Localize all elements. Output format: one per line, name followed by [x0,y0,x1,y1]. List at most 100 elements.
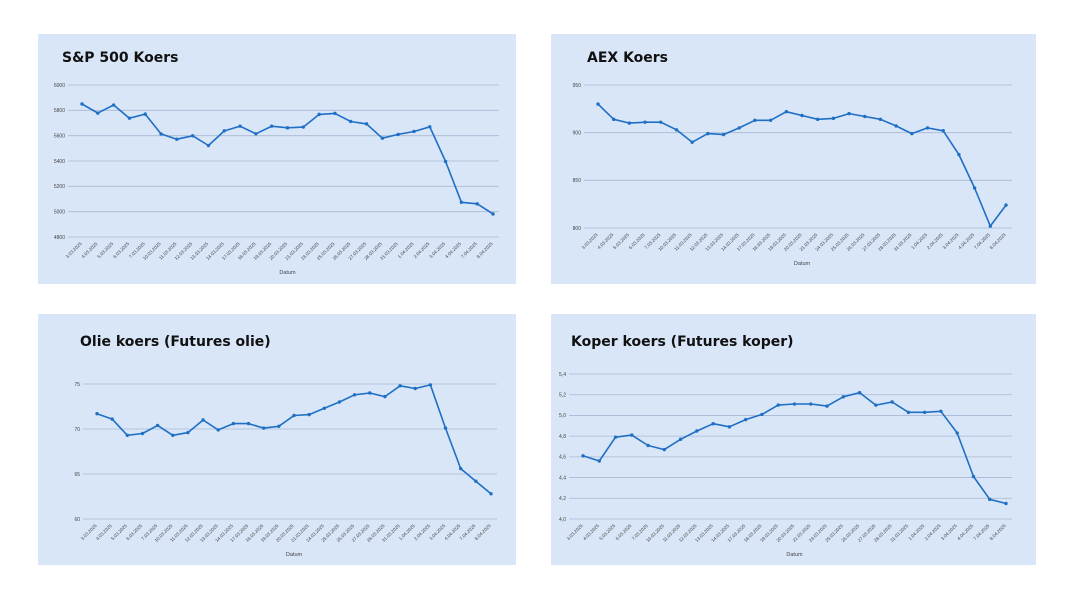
y-tick-label: 75 [74,382,80,388]
data-point [792,402,797,406]
data-point [581,454,585,458]
data-point [396,132,400,137]
x-tick-label: 4.04.2025 [956,523,974,541]
data-point [428,383,433,387]
data-point [216,428,220,432]
data-point [706,131,710,136]
data-point [674,128,679,132]
data-point [988,224,993,228]
data-point [140,431,145,436]
chart-panel-sp500: S&P 500 Koers 4800 5000 5200 5400 5600 5800 60… [38,34,516,284]
data-point [368,391,372,395]
data-point [171,433,175,437]
data-point [246,421,251,426]
data-point [988,497,992,502]
data-point [847,111,851,116]
data-point [285,126,290,130]
chart-plot: 48005000520054005600580060003.03.20254.0… [54,83,499,276]
chart-title: S&P 500 Koers [62,50,179,66]
x-tick-label: 5.03.2025 [598,523,616,541]
chart-title: AEX Koers [587,50,669,66]
data-point [815,117,820,122]
x-axis-label: Datum [786,552,803,558]
y-tick-label: 5600 [54,133,65,139]
data-point [413,386,417,391]
data-point [95,412,99,416]
data-point [269,124,274,128]
data-point [825,404,829,408]
data-point [349,119,353,124]
data-point [201,418,205,422]
data-point [971,474,976,479]
data-point [352,393,357,397]
data-point [155,423,160,428]
y-tick-label: 5,2 [559,393,566,399]
data-point [659,120,663,124]
data-point [443,426,448,430]
y-tick-label: 4,8 [559,434,566,440]
y-tick-label: 5800 [54,108,65,114]
x-tick-label: 7.04.2025 [972,523,990,541]
data-point [428,125,432,129]
data-point [96,111,100,115]
data-point [175,137,179,141]
data-point [489,492,493,496]
data-point [110,417,114,421]
data-point [613,435,618,439]
y-tick-label: 65 [74,472,80,478]
y-tick-label: 6000 [54,83,65,89]
data-point [222,129,226,133]
data-point [491,212,495,216]
data-point [894,124,898,128]
chart-plot: 606570753.03.20254.03.20255.03.20256.03.… [74,382,497,558]
data-point [743,417,748,422]
data-point [890,400,894,404]
data-point [863,114,867,119]
y-tick-label: 70 [74,427,80,433]
chart-panel-olie: Olie koers (Futures olie) 60 65 70 75 3.03.2… [38,314,516,565]
y-tick-label: 850 [573,178,582,184]
data-point [630,433,634,437]
data-point [800,113,804,118]
data-point [831,116,836,121]
data-point [874,403,878,407]
data-point [1004,501,1008,506]
data-point [711,422,715,426]
data-point [972,186,977,190]
data-point [1004,203,1008,207]
data-point [412,129,416,134]
x-tick-label: 8.04.2025 [474,523,492,541]
data-point [910,131,914,136]
y-tick-label: 5000 [54,209,65,215]
data-point [459,200,464,204]
data-point [597,459,601,463]
data-point [611,117,616,122]
data-point [922,410,927,415]
data-point [695,429,699,433]
chart-panel-koper: Koper koers (Futures koper) 4,0 4,2 4,4 4,6… [551,314,1036,565]
data-point [776,403,780,407]
data-point [383,394,387,399]
y-tick-label: 5400 [54,159,65,165]
data-point [143,112,147,116]
y-tick-label: 5,0 [559,413,566,419]
data-point [662,447,667,452]
series-line [81,103,494,215]
y-tick-label: 5200 [54,184,65,190]
y-tick-label: 4800 [54,235,65,241]
data-point [443,159,448,164]
y-tick-label: 4,6 [559,455,566,461]
data-point [957,152,961,157]
x-tick-label: 3.04.2025 [940,523,958,541]
data-point [458,466,463,471]
x-tick-label: 1.04.2025 [907,523,925,541]
data-point [186,430,190,435]
data-point [955,431,959,435]
data-point [317,112,321,117]
data-point [111,103,116,107]
data-point [307,412,311,417]
data-point [231,421,236,426]
chart-plot: 8008509009503.03.20254.03.20255.03.20256… [573,83,1012,267]
data-point [809,402,813,406]
data-point [190,134,195,138]
